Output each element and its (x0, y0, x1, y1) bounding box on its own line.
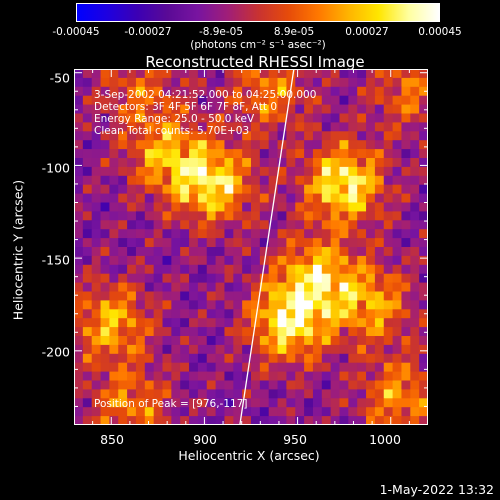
x-tick-label: 900 (193, 432, 217, 447)
peak-position-annotation: Position of Peak = [976,-117] (94, 398, 248, 410)
x-axis-label: Heliocentric X (arcsec) (178, 448, 320, 463)
colorbar-unit-label: (photons cm⁻² s⁻¹ asec⁻²) (190, 39, 326, 51)
plot-frame (74, 69, 428, 425)
colorbar-tick: -0.00027 (124, 26, 172, 38)
time-range-annotation: 3-Sep-2002 04:21:52.000 to 04:25:00.000 (94, 89, 317, 101)
y-axis-label: Heliocentric Y (arcsec) (10, 179, 26, 321)
y-tick-label: -200 (41, 344, 70, 360)
colorbar-tick: 0.00045 (418, 26, 462, 38)
energy-range-annotation: Energy Range: 25.0 - 50.0 keV (94, 113, 255, 125)
detectors-annotation: Detectors: 3F 4F 5F 6F 7F 8F, Att 0 (94, 101, 278, 113)
clean-counts-annotation: Clean Total counts: 5.70E+03 (94, 125, 250, 137)
x-tick-label: 1000 (369, 432, 401, 447)
colorbar-tick: -8.9e-05 (198, 26, 244, 38)
heatmap-plot (74, 69, 428, 425)
colorbar (76, 3, 440, 22)
chart-title: Reconstructed RHESSI Image (145, 53, 365, 71)
y-tick-label: -150 (41, 252, 70, 268)
solar-limb-line (239, 69, 295, 425)
colorbar-tick: 0.00027 (345, 26, 389, 38)
colorbar-tick: -0.00045 (52, 26, 100, 38)
x-tick-label: 850 (100, 432, 124, 447)
colorbar-tick: 8.9e-05 (273, 26, 315, 38)
x-tick-label: 950 (283, 432, 307, 447)
footer-timestamp: 1-May-2022 13:32 (379, 482, 494, 497)
y-tick-label: -100 (41, 160, 70, 176)
y-tick-label: -50 (49, 70, 70, 86)
